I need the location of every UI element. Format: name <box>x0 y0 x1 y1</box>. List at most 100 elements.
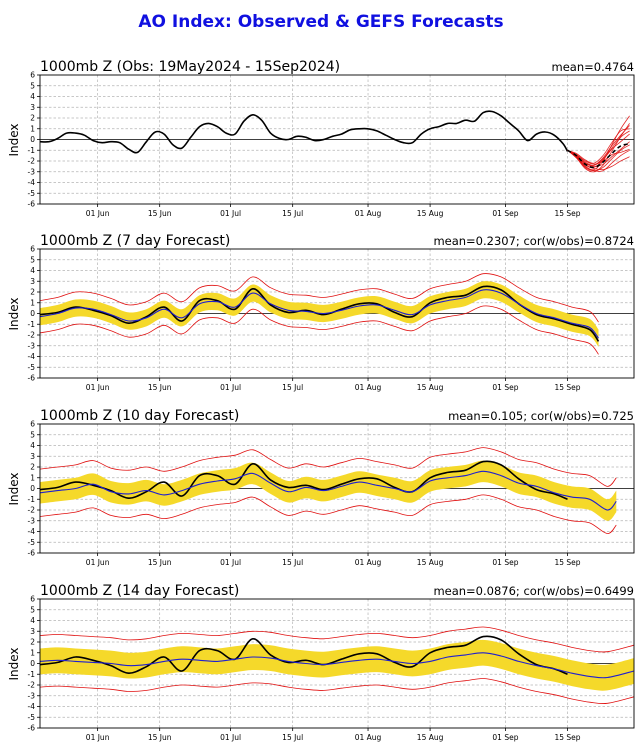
y-tick-label: 5 <box>30 430 35 439</box>
panel-10day-forecast: 1000mb Z (10 day Forecast) mean=0.105; c… <box>7 408 635 567</box>
y-tick-label: -4 <box>28 702 36 711</box>
y-tick-label: -5 <box>28 363 36 372</box>
y-axis-label: Index <box>7 297 21 330</box>
y-tick-label: 1 <box>30 648 35 657</box>
ensemble-member-line <box>567 148 630 165</box>
y-axis-label: Index <box>7 123 21 156</box>
x-tick-label: 15 Jul <box>282 558 303 567</box>
x-tick-label: 01 Jul <box>220 733 241 742</box>
y-tick-label: -2 <box>28 331 36 340</box>
y-tick-label: -4 <box>28 178 36 187</box>
ensemble-member-line <box>567 128 630 164</box>
x-tick-label: 01 Aug <box>355 383 382 392</box>
plot-frame <box>39 74 635 205</box>
panel-14day-forecast: 1000mb Z (14 day Forecast) mean=0.0876; … <box>7 583 635 742</box>
y-tick-label: -2 <box>28 157 36 166</box>
panel-title: 1000mb Z (Obs: 19May2024 - 15Sep2024) <box>40 59 340 75</box>
x-tick-label: 01 Jul <box>220 558 241 567</box>
x-tick-label: 15 Sep <box>554 558 580 567</box>
y-tick-label: 5 <box>30 255 35 264</box>
y-tick-label: -1 <box>28 146 36 155</box>
observed-line <box>39 460 568 501</box>
x-tick-label: 15 Aug <box>417 383 444 392</box>
y-tick-label: -2 <box>28 506 36 515</box>
y-tick-label: 4 <box>30 616 35 625</box>
ensemble-member-line <box>567 149 630 172</box>
x-tick-label: 01 Sep <box>492 383 518 392</box>
envelope-upper-line <box>39 626 635 653</box>
y-tick-label: 6 <box>30 595 35 604</box>
x-tick-label: 15 Jul <box>282 733 303 742</box>
observed-line <box>39 635 568 676</box>
envelope-upper-line <box>39 273 599 323</box>
panel-stats: mean=0.105; cor(w/obs)=0.725 <box>448 409 634 423</box>
y-tick-label: 5 <box>30 81 35 90</box>
y-tick-label: -1 <box>28 670 36 679</box>
x-tick-label: 15 Jul <box>282 209 303 218</box>
y-tick-label: 2 <box>30 463 35 472</box>
panel-stats: mean=0.0876; cor(w/obs)=0.6499 <box>433 584 634 598</box>
x-tick-label: 01 Jun <box>86 209 110 218</box>
x-tick-label: 15 Sep <box>554 383 580 392</box>
y-tick-label: 6 <box>30 245 35 254</box>
x-tick-label: 15 Jun <box>148 209 172 218</box>
y-tick-label: -4 <box>28 352 36 361</box>
y-tick-label: 4 <box>30 441 35 450</box>
x-tick-label: 01 Sep <box>492 733 518 742</box>
y-tick-label: 1 <box>30 298 35 307</box>
x-tick-label: 15 Sep <box>554 733 580 742</box>
panel-stats: mean=0.4764 <box>552 60 635 74</box>
x-tick-label: 15 Sep <box>554 209 580 218</box>
y-tick-label: -1 <box>28 495 36 504</box>
y-tick-label: -6 <box>28 374 36 383</box>
panel-observed: 1000mb Z (Obs: 19May2024 - 15Sep2024) me… <box>7 59 635 218</box>
plot-frame <box>39 423 635 554</box>
y-axis-label: Index <box>7 472 21 505</box>
x-tick-label: 15 Jun <box>148 733 172 742</box>
observed-line <box>39 285 600 342</box>
y-tick-label: -5 <box>28 713 36 722</box>
y-tick-label: 3 <box>30 277 35 286</box>
y-tick-label: 2 <box>30 288 35 297</box>
x-tick-label: 01 Jun <box>86 558 110 567</box>
ensemble-member-line <box>567 115 630 171</box>
envelope-lower-line <box>39 305 599 355</box>
plot-frame <box>39 248 635 379</box>
x-tick-label: 15 Aug <box>417 209 444 218</box>
ensemble-mean-line <box>567 143 630 169</box>
y-tick-label: -3 <box>28 691 36 700</box>
y-tick-label: 0 <box>30 135 35 144</box>
y-tick-label: 0 <box>30 309 35 318</box>
y-tick-label: -6 <box>28 549 36 558</box>
y-tick-label: 1 <box>30 124 35 133</box>
y-tick-label: 2 <box>30 638 35 647</box>
plot-frame <box>39 598 635 729</box>
forecast-mean-line <box>39 470 617 511</box>
panel-7day-forecast: 1000mb Z (7 day Forecast) mean=0.2307; c… <box>7 233 635 392</box>
x-tick-label: 01 Jul <box>220 209 241 218</box>
y-tick-label: 4 <box>30 92 35 101</box>
y-tick-label: -5 <box>28 538 36 547</box>
x-tick-label: 15 Aug <box>417 558 444 567</box>
x-tick-label: 01 Aug <box>355 558 382 567</box>
y-tick-label: 3 <box>30 103 35 112</box>
panel-stats: mean=0.2307; cor(w/obs)=0.8724 <box>433 234 634 248</box>
y-tick-label: 6 <box>30 420 35 429</box>
x-tick-label: 01 Aug <box>355 733 382 742</box>
observed-line <box>39 110 569 154</box>
y-tick-label: -3 <box>28 167 36 176</box>
envelope-upper-line <box>39 447 617 487</box>
envelope-lower-line <box>39 678 635 705</box>
x-tick-label: 01 Jun <box>86 733 110 742</box>
x-tick-label: 15 Jun <box>148 383 172 392</box>
ensemble-member-line <box>567 125 630 166</box>
x-tick-label: 15 Aug <box>417 733 444 742</box>
y-tick-label: 0 <box>30 659 35 668</box>
y-tick-label: -3 <box>28 516 36 525</box>
x-tick-label: 01 Jun <box>86 383 110 392</box>
y-tick-label: -1 <box>28 320 36 329</box>
figure-title: AO Index: Observed & GEFS Forecasts <box>138 12 503 32</box>
forecast-mean-line <box>39 289 599 339</box>
y-tick-label: -6 <box>28 724 36 733</box>
